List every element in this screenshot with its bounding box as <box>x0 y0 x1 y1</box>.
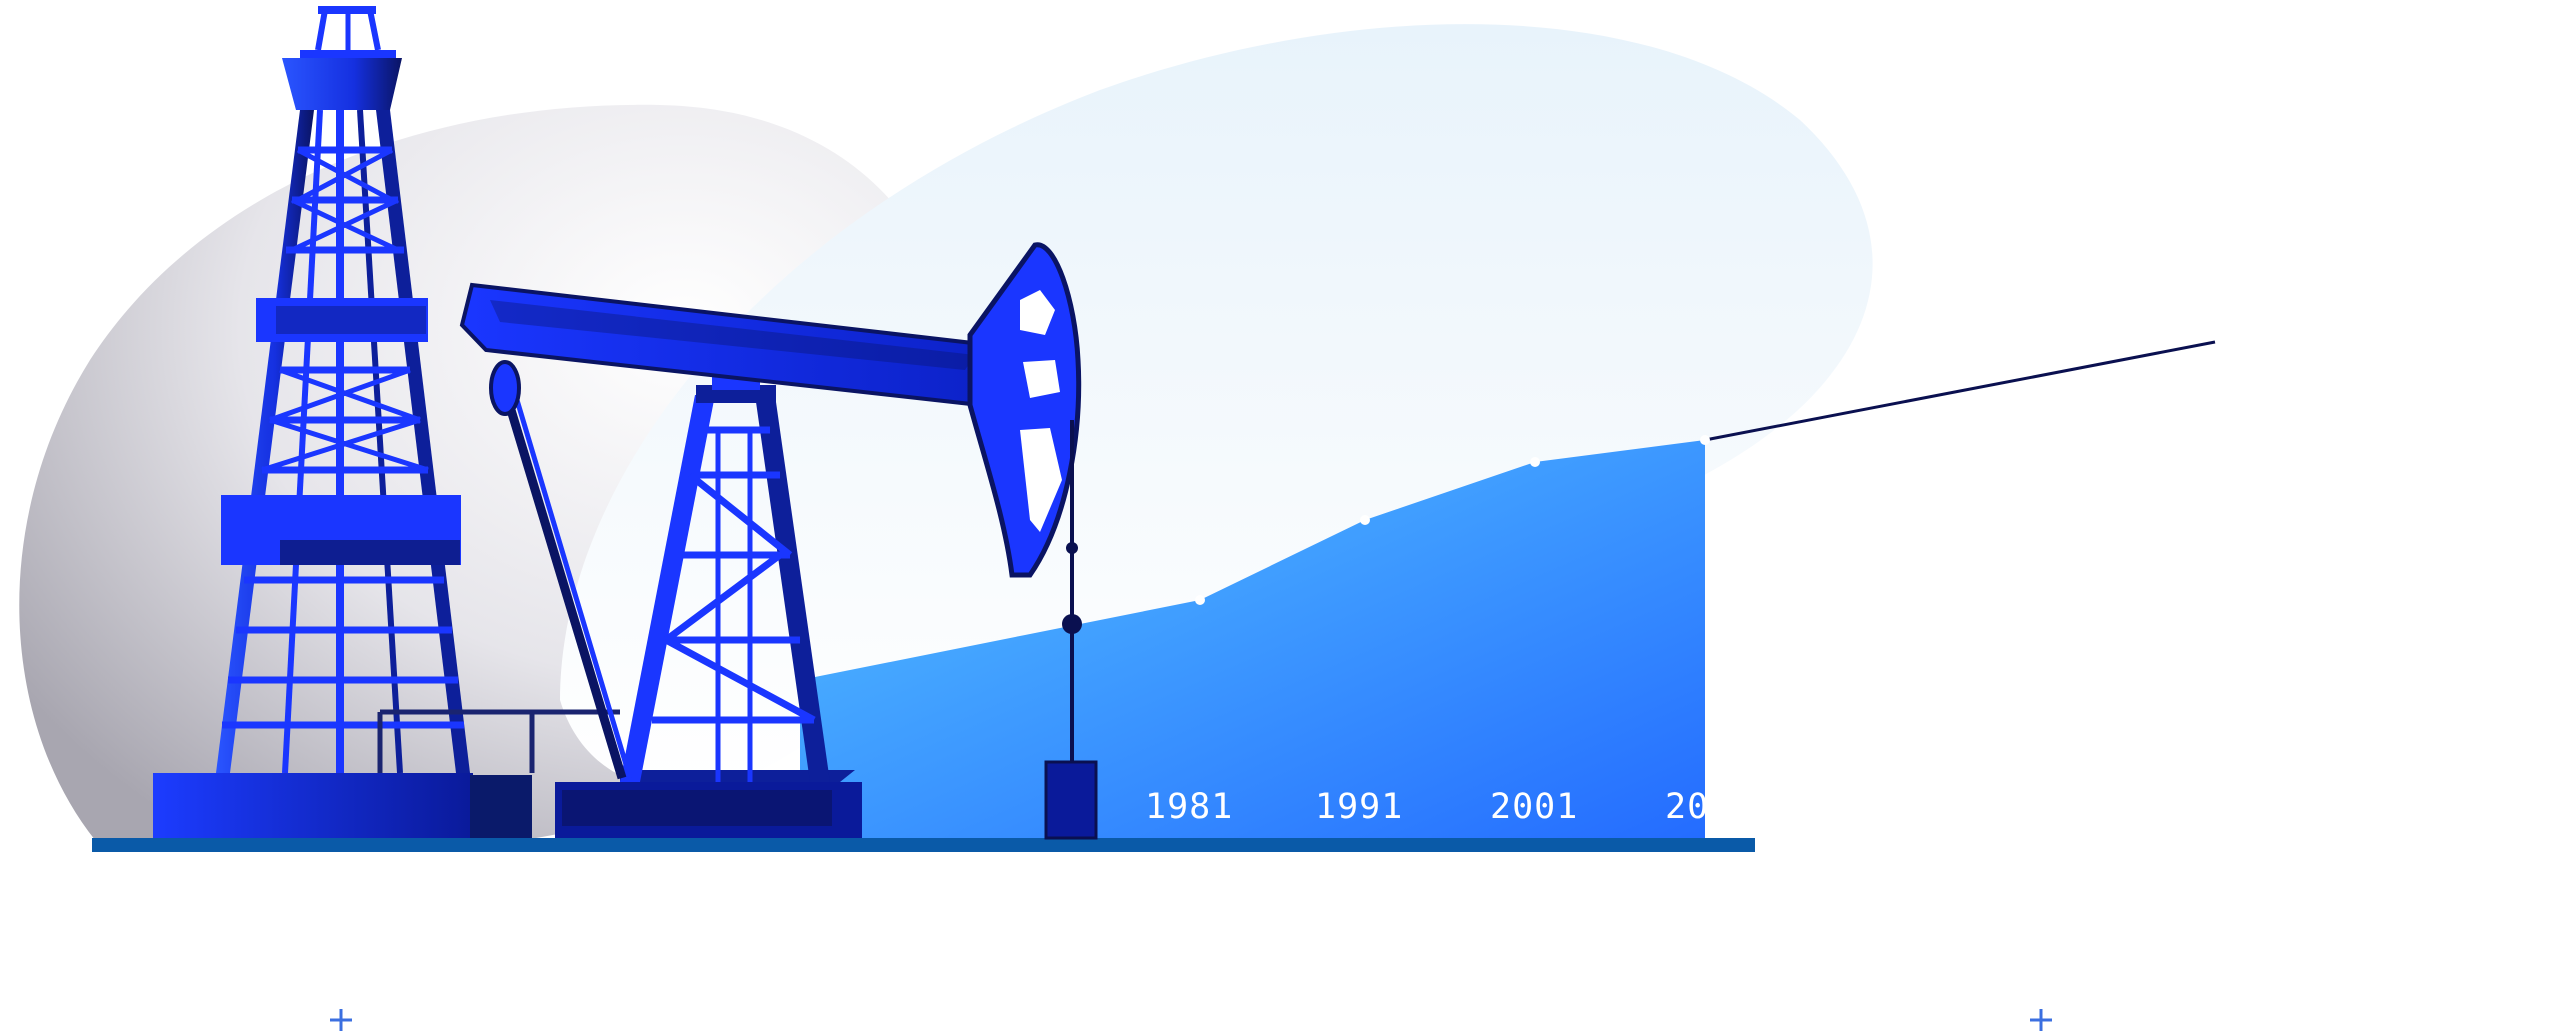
oil-derrick-icon <box>153 6 620 838</box>
plus-icon <box>2030 1009 2052 1031</box>
year-label-2011-partial: 20 <box>1665 787 1709 827</box>
trend-line <box>1704 340 2216 442</box>
year-label-1981: 1981 <box>1145 787 1233 827</box>
data-points <box>1195 435 1710 605</box>
year-label-2001: 2001 <box>1490 787 1578 827</box>
production-area <box>800 440 1705 838</box>
pale-blue-background-blob <box>560 24 1873 790</box>
ground-line <box>92 838 1755 852</box>
pumpjack-icon <box>459 242 1098 840</box>
plus-icon <box>330 1009 352 1031</box>
year-label-1991: 1991 <box>1315 787 1403 827</box>
